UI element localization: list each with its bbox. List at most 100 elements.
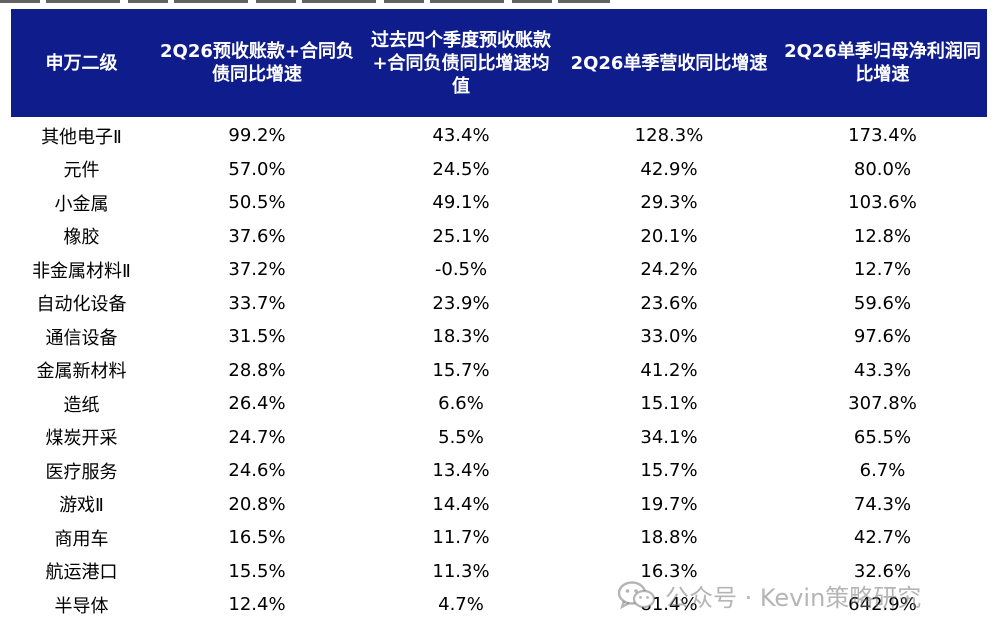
net-profit-growth-cell: 65.5% — [853, 426, 912, 448]
table-row: 元件 57.0% 24.5% 42.9% 80.0% — [11, 153, 987, 187]
column-header-four-quarter-average-growth: 过去四个季度预收账款+合同负债同比增速均值 — [362, 9, 560, 117]
table-row: 金属新材料 28.8% 15.7% 41.2% 43.3% — [11, 354, 987, 388]
four-quarter-average-cell: 43.4% — [432, 125, 490, 147]
industry-cell: 商用车 — [54, 528, 109, 550]
four-quarter-average-cell: 23.9% — [432, 292, 490, 314]
industry-cell: 金属新材料 — [36, 361, 127, 383]
revenue-growth-cell: 33.0% — [640, 326, 698, 348]
advance-receipts-growth-cell: 31.5% — [228, 326, 286, 348]
net-profit-growth-cell: 12.7% — [853, 259, 912, 281]
column-header-2q26-advance-receipts-growth: 2Q26预收账款+合同负债同比增速 — [152, 9, 362, 117]
net-profit-growth-cell: 80.0% — [853, 158, 912, 180]
industry-cell: 橡胶 — [63, 227, 100, 249]
advance-receipts-growth-cell: 37.6% — [228, 225, 286, 247]
industry-cell: 医疗服务 — [45, 461, 118, 483]
table-row: 小金属 50.5% 49.1% 29.3% 103.6% — [11, 186, 987, 220]
advance-receipts-growth-cell: 20.8% — [228, 493, 286, 515]
net-profit-growth-cell: 42.7% — [853, 527, 912, 549]
industry-cell: 煤炭开采 — [45, 428, 118, 450]
four-quarter-average-cell: 24.5% — [432, 158, 490, 180]
advance-receipts-growth-cell: 33.7% — [228, 292, 286, 314]
four-quarter-average-cell: 11.3% — [432, 560, 490, 582]
industry-cell: 元件 — [63, 160, 100, 182]
advance-receipts-growth-cell: 50.5% — [228, 192, 286, 214]
advance-receipts-growth-cell: 28.8% — [228, 359, 286, 381]
net-profit-growth-cell: 642.9% — [848, 594, 917, 616]
cropped-title-strip — [0, 0, 994, 5]
industry-cell: 通信设备 — [45, 327, 118, 349]
table-header: 申万二级 2Q26预收账款+合同负债同比增速 过去四个季度预收账款+合同负债同比… — [11, 9, 987, 117]
revenue-growth-cell: 128.3% — [634, 125, 704, 147]
net-profit-growth-cell: 173.4% — [848, 125, 917, 147]
industry-cell: 半导体 — [54, 595, 109, 617]
table-row: 商用车 16.5% 11.7% 18.8% 42.7% — [11, 521, 987, 555]
revenue-growth-cell: 15.7% — [640, 460, 698, 482]
net-profit-growth-cell: 307.8% — [848, 393, 917, 415]
advance-receipts-growth-cell: 15.5% — [228, 560, 286, 582]
net-profit-growth-cell: 103.6% — [848, 192, 917, 214]
table-row: 造纸 26.4% 6.6% 15.1% 307.8% — [11, 387, 987, 421]
advance-receipts-growth-cell: 26.4% — [228, 393, 286, 415]
industry-cell: 自动化设备 — [36, 294, 127, 316]
net-profit-growth-cell: 59.6% — [853, 292, 912, 314]
revenue-growth-cell: 18.8% — [640, 527, 698, 549]
table-row: 其他电子Ⅱ 99.2% 43.4% 128.3% 173.4% — [11, 117, 987, 153]
revenue-growth-cell: 20.1% — [640, 225, 698, 247]
advance-receipts-growth-cell: 24.7% — [228, 426, 286, 448]
net-profit-growth-cell: 32.6% — [853, 560, 912, 582]
revenue-growth-cell: 34.1% — [640, 426, 698, 448]
four-quarter-average-cell: 25.1% — [432, 225, 490, 247]
revenue-growth-cell: 19.7% — [640, 493, 698, 515]
table-row: 医疗服务 24.6% 13.4% 15.7% 6.7% — [11, 454, 987, 488]
four-quarter-average-cell: 14.4% — [432, 493, 490, 515]
advance-receipts-growth-cell: 37.2% — [228, 259, 286, 281]
revenue-growth-cell: 16.3% — [640, 560, 698, 582]
four-quarter-average-cell: 18.3% — [432, 326, 490, 348]
net-profit-growth-cell: 74.3% — [853, 493, 912, 515]
revenue-growth-cell: 41.2% — [640, 359, 698, 381]
advance-receipts-growth-cell: 16.5% — [228, 527, 286, 549]
four-quarter-average-cell: 6.6% — [438, 393, 484, 415]
table-row: 航运港口 15.5% 11.3% 16.3% 32.6% — [11, 555, 987, 589]
table-row: 游戏Ⅱ 20.8% 14.4% 19.7% 74.3% — [11, 488, 987, 522]
revenue-growth-cell: 24.2% — [640, 259, 698, 281]
industry-cell: 造纸 — [63, 394, 100, 416]
table-row: 非金属材料Ⅱ 37.2% -0.5% 24.2% 12.7% — [11, 253, 987, 287]
net-profit-growth-cell: 43.3% — [853, 359, 912, 381]
net-profit-growth-cell: 6.7% — [859, 460, 906, 482]
net-profit-growth-cell: 97.6% — [853, 326, 912, 348]
table-row: 橡胶 37.6% 25.1% 20.1% 12.8% — [11, 220, 987, 254]
advance-receipts-growth-cell: 24.6% — [228, 460, 286, 482]
four-quarter-average-cell: 5.5% — [438, 426, 484, 448]
four-quarter-average-cell: 13.4% — [432, 460, 490, 482]
industry-cell: 航运港口 — [45, 562, 118, 584]
four-quarter-average-cell: 49.1% — [432, 192, 490, 214]
four-quarter-average-cell: 15.7% — [432, 359, 490, 381]
table-row: 自动化设备 33.7% 23.9% 23.6% 59.6% — [11, 287, 987, 321]
advance-receipts-growth-cell: 99.2% — [228, 125, 286, 147]
industry-cell: 非金属材料Ⅱ — [32, 260, 131, 282]
table-row: 通信设备 31.5% 18.3% 33.0% 97.6% — [11, 320, 987, 354]
advance-receipts-growth-cell: 57.0% — [228, 158, 286, 180]
four-quarter-average-cell: 11.7% — [432, 527, 490, 549]
advance-receipts-growth-cell: 12.4% — [228, 594, 286, 616]
industry-cell: 其他电子Ⅱ — [41, 126, 122, 148]
column-header-industry: 申万二级 — [11, 9, 152, 117]
revenue-growth-cell: 42.9% — [640, 158, 698, 180]
table-row: 半导体 12.4% 4.7% 81.4% 642.9% — [11, 588, 987, 622]
revenue-growth-cell: 29.3% — [640, 192, 698, 214]
industry-cell: 小金属 — [54, 193, 109, 215]
column-header-2q26-revenue-growth: 2Q26单季营收同比增速 — [560, 9, 778, 117]
revenue-growth-cell: 23.6% — [640, 292, 698, 314]
data-table: 申万二级 2Q26预收账款+合同负债同比增速 过去四个季度预收账款+合同负债同比… — [11, 9, 987, 622]
table-row: 煤炭开采 24.7% 5.5% 34.1% 65.5% — [11, 421, 987, 455]
net-profit-growth-cell: 12.8% — [853, 225, 912, 247]
four-quarter-average-cell: -0.5% — [434, 259, 488, 281]
table-body: 其他电子Ⅱ 99.2% 43.4% 128.3% 173.4% 元件 57.0% 24.5% 4… — [11, 117, 987, 622]
revenue-growth-cell: 15.1% — [640, 393, 698, 415]
revenue-growth-cell: 81.4% — [640, 594, 698, 616]
column-header-2q26-net-profit-growth: 2Q26单季归母净利润同比增速 — [778, 9, 987, 117]
four-quarter-average-cell: 4.7% — [438, 594, 484, 616]
industry-cell: 游戏Ⅱ — [59, 495, 104, 517]
header-row: 申万二级 2Q26预收账款+合同负债同比增速 过去四个季度预收账款+合同负债同比… — [11, 9, 987, 117]
